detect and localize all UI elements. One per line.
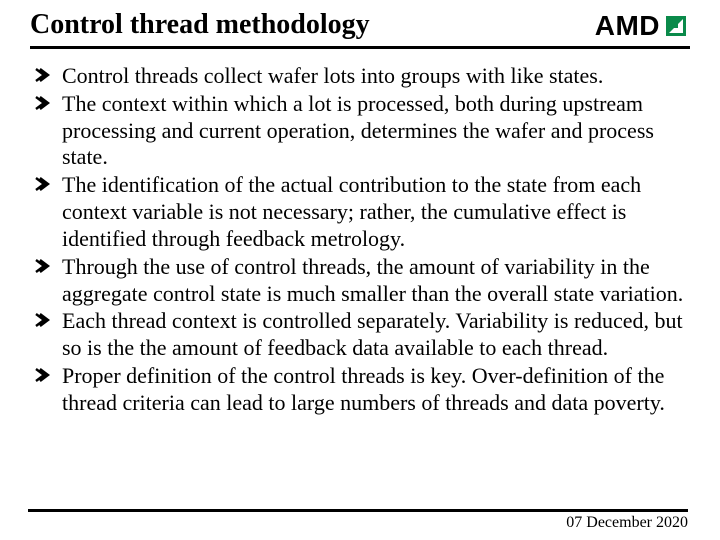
slide-footer: 07 December 2020 (28, 509, 688, 532)
bullet-text: The context within which a lot is proces… (62, 91, 684, 171)
footer-date: 07 December 2020 (566, 514, 688, 531)
bullet-list: Control threads collect wafer lots into … (34, 63, 684, 417)
slide: Control thread methodology AMD Control t… (0, 0, 720, 540)
bullet-text: The identification of the actual contrib… (62, 172, 684, 252)
slide-title: Control thread methodology (30, 10, 370, 41)
bullet-text: Each thread context is controlled separa… (62, 308, 684, 362)
bullet-arrow-icon (34, 172, 62, 192)
list-item: Proper definition of the control threads… (34, 363, 684, 417)
bullet-arrow-icon (34, 308, 62, 328)
bullet-arrow-icon (34, 254, 62, 274)
amd-arrow-icon (666, 16, 686, 36)
list-item: Each thread context is controlled separa… (34, 308, 684, 362)
amd-logo-text: AMD (595, 10, 660, 42)
bullet-text: Control threads collect wafer lots into … (62, 63, 684, 90)
bullet-text: Through the use of control threads, the … (62, 254, 684, 308)
slide-header: Control thread methodology AMD (30, 10, 690, 49)
list-item: The context within which a lot is proces… (34, 91, 684, 171)
bullet-arrow-icon (34, 91, 62, 111)
list-item: Through the use of control threads, the … (34, 254, 684, 308)
amd-logo: AMD (595, 10, 690, 42)
bullet-arrow-icon (34, 63, 62, 83)
slide-content: Control threads collect wafer lots into … (30, 49, 690, 417)
list-item: Control threads collect wafer lots into … (34, 63, 684, 90)
bullet-arrow-icon (34, 363, 62, 383)
bullet-text: Proper definition of the control threads… (62, 363, 684, 417)
list-item: The identification of the actual contrib… (34, 172, 684, 252)
